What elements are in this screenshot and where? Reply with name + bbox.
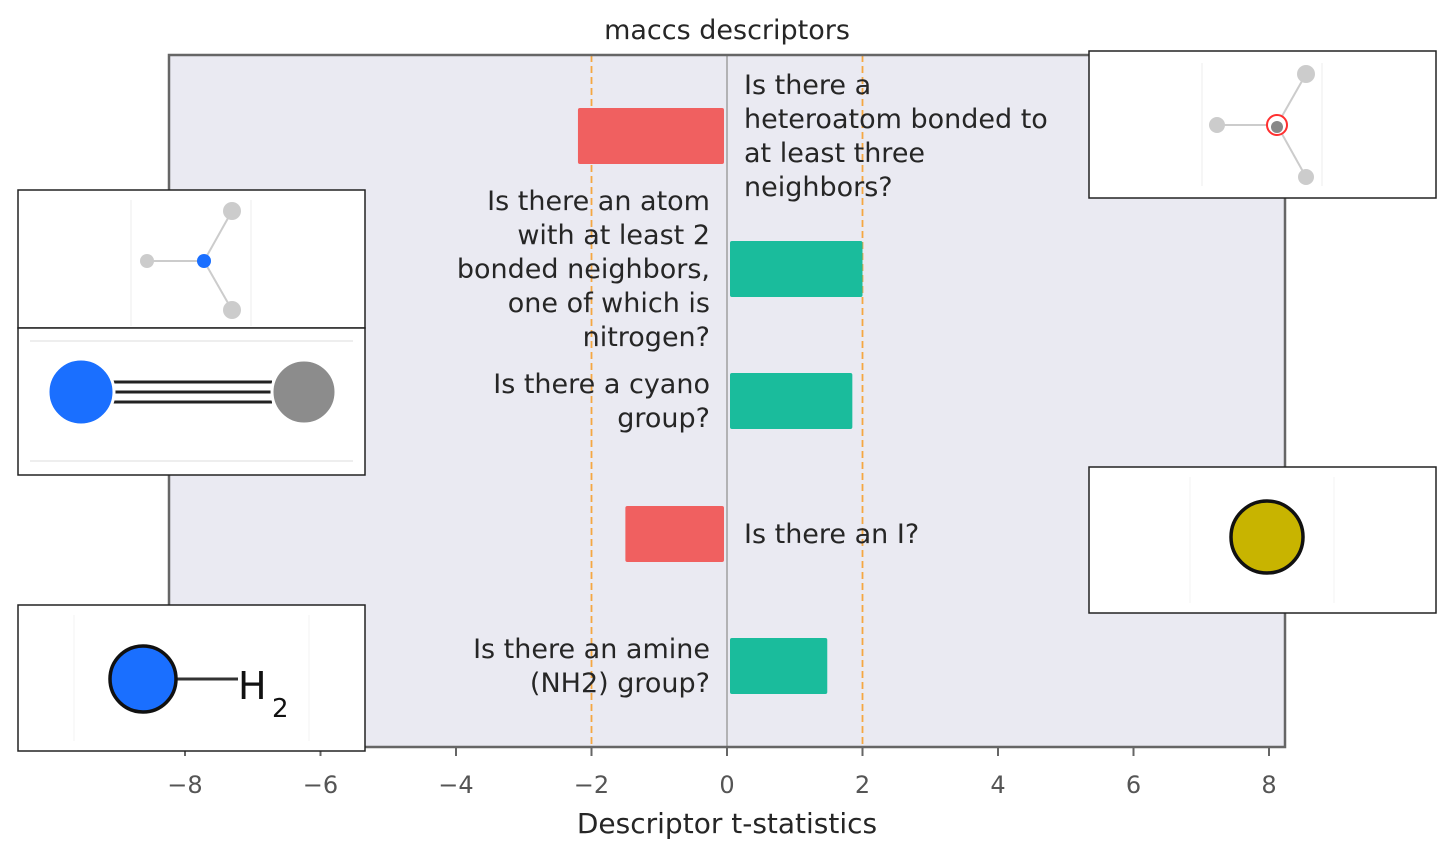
bar-label: Is there a cyano group? — [493, 369, 710, 434]
x-tick-label: 2 — [855, 771, 870, 799]
bar — [625, 506, 724, 562]
x-tick-label: −8 — [167, 771, 202, 799]
x-tick-label: 6 — [1126, 771, 1141, 799]
amine-h-subscript: 2 — [272, 694, 289, 724]
bar-label: Is there an atom with at least 2 bonded ne… — [457, 186, 710, 353]
bar — [730, 373, 853, 429]
inset-heteroatom — [1088, 50, 1437, 199]
chart-title: maccs descriptors — [604, 15, 850, 46]
heteroatom-structure-icon — [1209, 65, 1315, 185]
x-tick-label: 4 — [990, 771, 1005, 799]
x-tick-label: 8 — [1261, 771, 1276, 799]
bar — [730, 638, 828, 694]
bar — [730, 241, 863, 297]
amine-structure-icon: H 2 — [108, 644, 289, 724]
inset-nitrogen-neighbor — [17, 189, 366, 329]
nitrogen-neighbor-structure-icon — [140, 202, 241, 319]
x-tick-label: −2 — [574, 771, 609, 799]
x-tick-label: −6 — [303, 771, 338, 799]
cyano-structure-icon — [46, 357, 338, 427]
bar-label: Is there an amine (NH2) group? — [473, 634, 710, 699]
bar — [577, 108, 724, 164]
bar-label: Is there an I? — [744, 519, 919, 550]
x-tick-label: −4 — [438, 771, 473, 799]
bar-label: Is there a heteroatom bonded to at least t… — [744, 70, 1048, 203]
inset-iodine — [1088, 466, 1437, 614]
amine-h-label: H — [238, 664, 267, 708]
x-axis-label: Descriptor t-statistics — [577, 807, 877, 840]
inset-amine: H 2 — [17, 604, 366, 752]
x-tick-label: 0 — [719, 771, 734, 799]
iodine-atom-icon — [1229, 499, 1305, 575]
inset-cyano — [17, 327, 366, 476]
